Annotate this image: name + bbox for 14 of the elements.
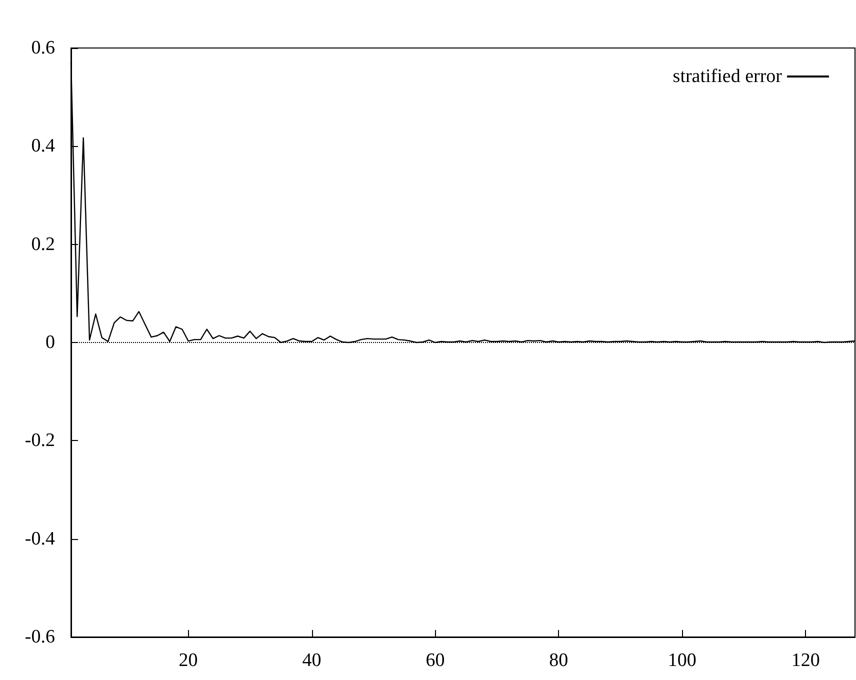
y-tick-label: 0 (46, 332, 55, 353)
y-tick-label: -0.2 (24, 430, 55, 452)
x-tick-label: 20 (178, 650, 198, 671)
y-tick-label: -0.4 (24, 528, 56, 550)
y-tick-label: 0.6 (31, 38, 55, 58)
y-tick-label: 0.2 (31, 234, 55, 255)
legend-label: stratified error (672, 66, 783, 87)
x-tick-label: 60 (426, 650, 445, 671)
x-tick-label: 80 (549, 650, 568, 671)
x-tick-label: 40 (302, 650, 322, 671)
x-tick-label: 120 (791, 650, 820, 671)
y-tick-label: 0.4 (31, 136, 56, 157)
x-tick-label: 100 (668, 650, 696, 671)
y-tick-label: -0.6 (24, 626, 55, 648)
